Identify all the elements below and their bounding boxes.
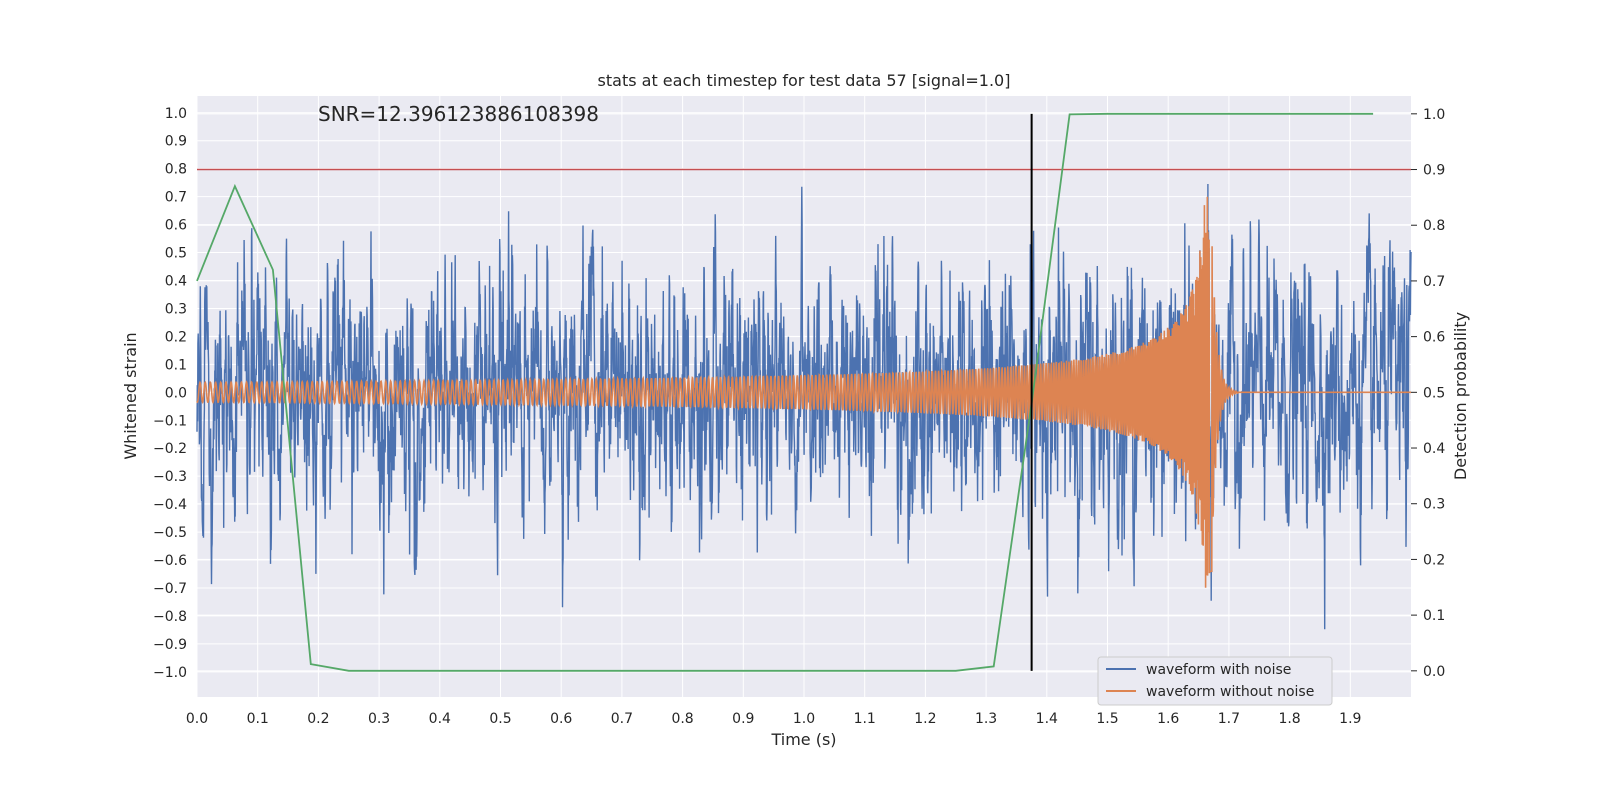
y-right-tick-label: 1.0 <box>1423 107 1445 123</box>
y-left-tick-label: 0.3 <box>165 301 187 317</box>
y-left-tick-label: 0.5 <box>165 246 187 262</box>
y-right-tick-label: 0.4 <box>1423 441 1445 457</box>
x-tick-label: 0.8 <box>671 711 693 727</box>
data-layer <box>196 112 1412 672</box>
x-axis-label: Time (s) <box>770 730 836 749</box>
chart-title: stats at each timestep for test data 57 … <box>598 71 1011 90</box>
x-tick-label: 0.5 <box>489 711 511 727</box>
snr-annotation: SNR=12.396123886108398 <box>318 102 599 126</box>
y-left-tick-label: 0.7 <box>165 190 187 206</box>
y-left-tick-label: −0.8 <box>153 609 187 625</box>
y-left-tick-label: −1.0 <box>153 665 187 681</box>
y-left-tick-label: 0.0 <box>165 385 187 401</box>
y-left-tick-label: 0.6 <box>165 218 187 234</box>
x-tick-label: 0.4 <box>429 711 451 727</box>
x-tick-label: 0.6 <box>550 711 572 727</box>
y-right-tick-label: 0.1 <box>1423 608 1445 624</box>
x-tick-label: 0.1 <box>247 711 269 727</box>
y-left-tick-label: 0.8 <box>165 162 187 178</box>
x-tick-label: 1.0 <box>793 711 815 727</box>
x-tick-label: 1.5 <box>1096 711 1118 727</box>
y-right-tick-label: 0.7 <box>1423 274 1445 290</box>
y-left-tick-label: 0.1 <box>165 357 187 373</box>
y-right-tick-label: 0.9 <box>1423 163 1445 179</box>
y-right-tick-label: 0.8 <box>1423 218 1445 234</box>
x-tick-label: 0.3 <box>368 711 390 727</box>
y-left-tick-label: −0.1 <box>153 413 187 429</box>
x-tick-label: 1.4 <box>1036 711 1058 727</box>
x-tick-label: 1.2 <box>914 711 936 727</box>
x-tick-label: 0.0 <box>186 711 208 727</box>
y-right-tick-label: 0.0 <box>1423 664 1445 680</box>
y-right-tick-label: 0.3 <box>1423 497 1445 513</box>
x-tick-label: 1.9 <box>1339 711 1361 727</box>
x-tick-label: 1.3 <box>975 711 997 727</box>
ticks-layer: 0.0 0.1 0.2 0.3 0.4 0.5 0.6 0.7 0.8 0.9 1.0 1.1 1.2 1… <box>153 106 1445 727</box>
y-left-tick-label: −0.6 <box>153 553 187 569</box>
x-tick-label: 0.2 <box>307 711 329 727</box>
y-left-tick-label: −0.3 <box>153 469 187 485</box>
y-right-tick-label: 0.6 <box>1423 330 1445 346</box>
x-tick-label: 1.8 <box>1278 711 1300 727</box>
x-tick-label: 1.7 <box>1218 711 1240 727</box>
legend: waveform with noise waveform without noi… <box>1097 656 1333 706</box>
x-tick-label: 0.7 <box>611 711 633 727</box>
y-left-tick-label: −0.7 <box>153 581 187 597</box>
y-left-tick-label: −0.9 <box>153 637 187 653</box>
x-tick-label: 1.6 <box>1157 711 1179 727</box>
clean-waveform-line <box>196 196 1411 588</box>
detection-probability-line <box>196 112 1374 672</box>
y-right-tick-label: 0.2 <box>1423 552 1445 568</box>
y-left-tick-label: −0.2 <box>153 441 187 457</box>
y-left-tick-label: 0.9 <box>165 134 187 150</box>
y-left-tick-label: −0.5 <box>153 525 187 541</box>
legend-label-clean: waveform without noise <box>1146 684 1314 700</box>
legend-label-noise: waveform with noise <box>1146 662 1291 678</box>
x-tick-label: 1.1 <box>854 711 876 727</box>
y-axis-left-label: Whitened strain <box>121 332 140 459</box>
y-left-tick-label: 1.0 <box>165 106 187 122</box>
y-right-tick-label: 0.5 <box>1423 385 1445 401</box>
y-axis-right-label: Detection probability <box>1451 312 1470 480</box>
y-left-tick-label: −0.4 <box>153 497 187 513</box>
y-left-tick-label: 0.4 <box>165 273 187 289</box>
x-tick-label: 0.9 <box>732 711 754 727</box>
legend-box <box>1097 656 1333 706</box>
y-left-tick-label: 0.2 <box>165 329 187 345</box>
